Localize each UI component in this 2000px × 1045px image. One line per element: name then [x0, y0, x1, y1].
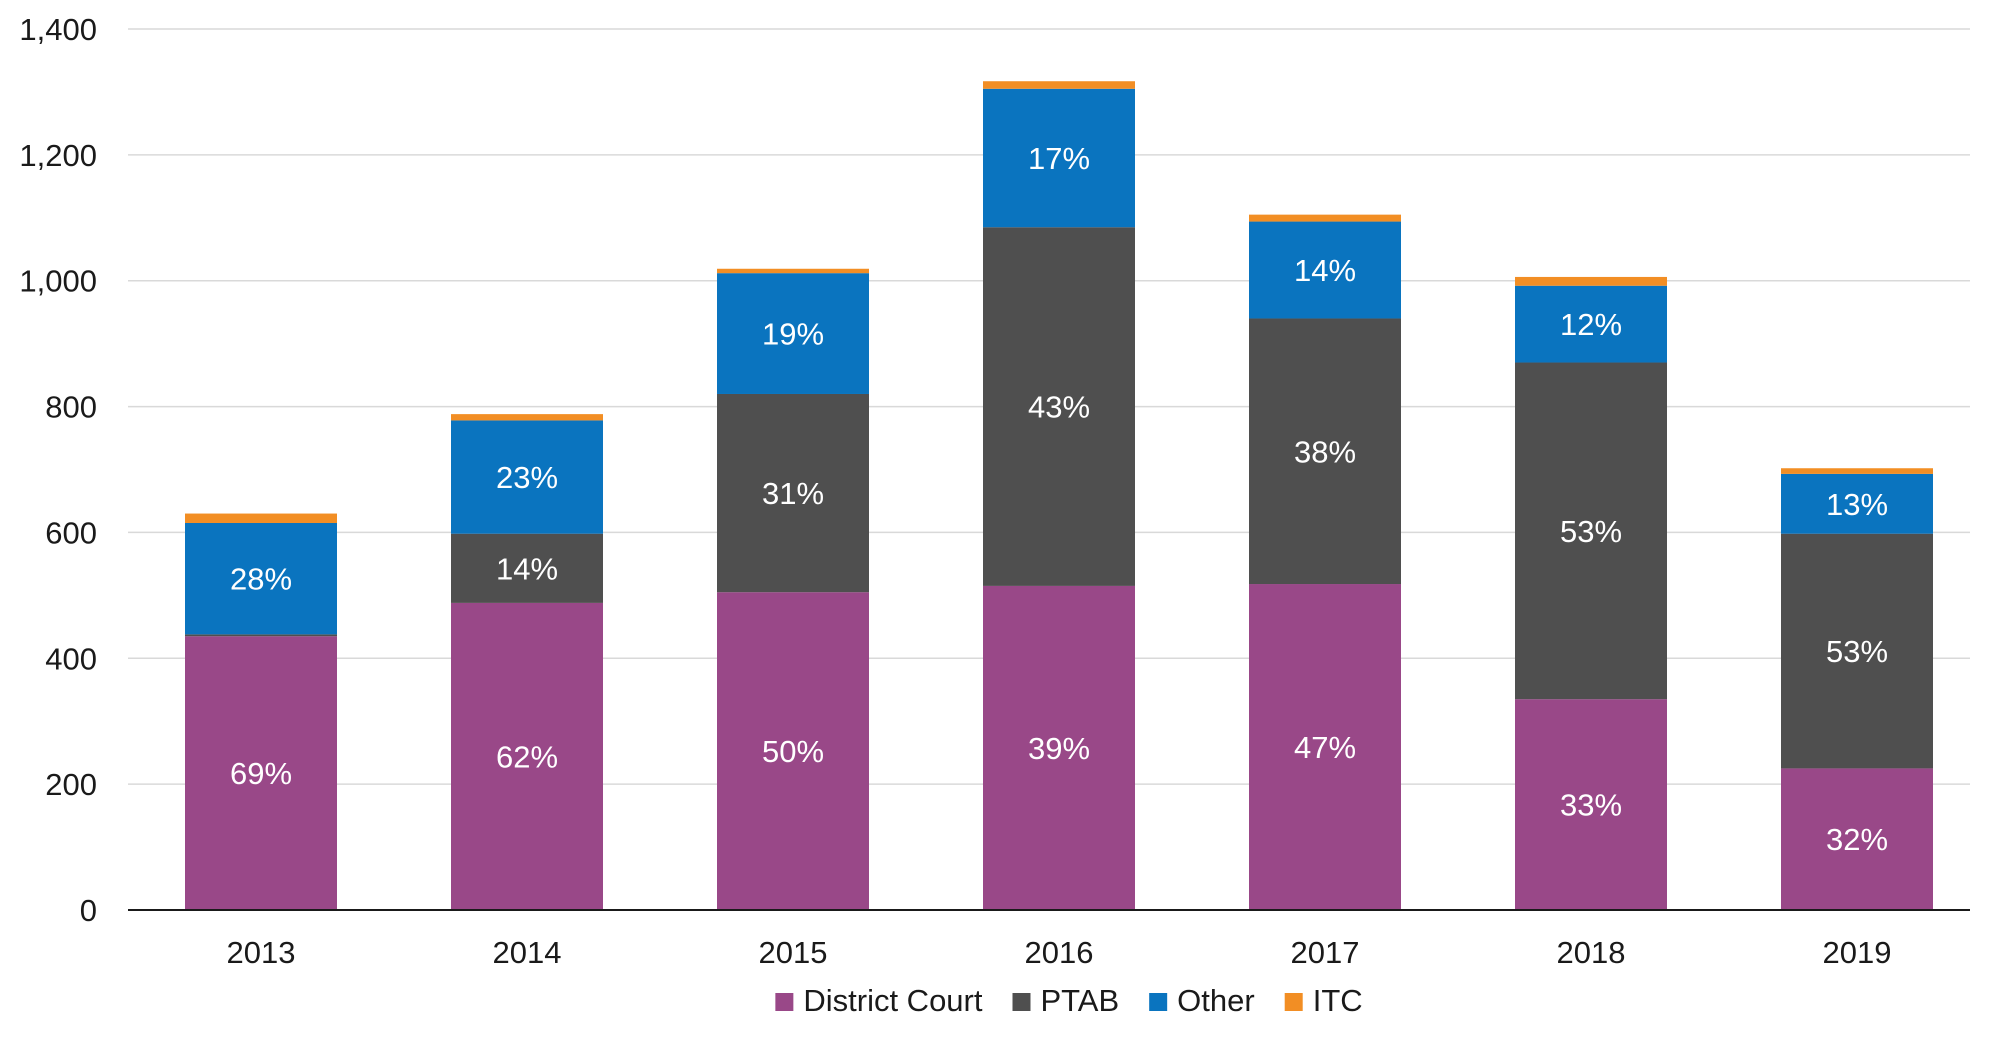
- y-tick-label: 200: [45, 767, 97, 802]
- bar-data-label: 23%: [496, 460, 558, 495]
- y-tick-label: 1,400: [19, 12, 97, 47]
- bar-segment-itc: [717, 269, 869, 273]
- y-tick-label: 400: [45, 641, 97, 676]
- x-tick-label: 2017: [1291, 935, 1360, 970]
- bar-data-label: 14%: [496, 551, 558, 586]
- bar-data-label: 69%: [230, 756, 292, 791]
- legend-label: PTAB: [1041, 983, 1120, 1018]
- bar-segment-itc: [1515, 277, 1667, 286]
- bar-segment-itc: [1781, 468, 1933, 474]
- y-axis-ticks: 0 200 400 600 800 1,000 1,200 1,400: [19, 12, 97, 928]
- x-tick-label: 2019: [1823, 935, 1892, 970]
- legend-item-other: Other: [1149, 983, 1255, 1018]
- bar-data-label: 31%: [762, 476, 824, 511]
- legend-swatch: [1149, 993, 1167, 1011]
- bar-data-label: 53%: [1826, 634, 1888, 669]
- bar-data-label: 28%: [230, 562, 292, 597]
- legend-label: Other: [1177, 983, 1255, 1018]
- bar-data-label: 39%: [1028, 731, 1090, 766]
- bar-data-label: 33%: [1560, 788, 1622, 823]
- legend: District Court PTAB Other ITC: [775, 983, 1362, 1018]
- legend-swatch: [1285, 993, 1303, 1011]
- legend-label: District Court: [803, 983, 983, 1018]
- legend-item-district-court: District Court: [775, 983, 983, 1018]
- x-tick-label: 2016: [1025, 935, 1094, 970]
- bar-segment-itc: [983, 81, 1135, 89]
- bar-data-label: 13%: [1826, 487, 1888, 522]
- y-tick-label: 600: [45, 515, 97, 550]
- bar-data-label: 19%: [762, 317, 824, 352]
- bar-data-label: 12%: [1560, 307, 1622, 342]
- bar-data-label: 47%: [1294, 730, 1356, 765]
- bar-data-label: 43%: [1028, 390, 1090, 425]
- bar-segment-itc: [1249, 215, 1401, 222]
- bar-data-label: 32%: [1826, 822, 1888, 857]
- x-tick-label: 2014: [493, 935, 562, 970]
- x-axis-ticks: 2013 2014 2015 2016 2017 2018 2019: [227, 935, 1892, 970]
- y-tick-label: 1,200: [19, 138, 97, 173]
- y-tick-label: 1,000: [19, 264, 97, 299]
- bar-data-label: 14%: [1294, 253, 1356, 288]
- y-tick-label: 0: [80, 893, 97, 928]
- legend-label: ITC: [1313, 983, 1363, 1018]
- bar-segment-itc: [185, 514, 337, 523]
- bar-data-label: 17%: [1028, 141, 1090, 176]
- bar-data-label: 53%: [1560, 514, 1622, 549]
- bar-segment-ptab: [185, 634, 337, 636]
- bar-data-label: 50%: [762, 734, 824, 769]
- x-tick-label: 2013: [227, 935, 296, 970]
- legend-swatch: [1013, 993, 1031, 1011]
- stacked-bar-chart: 0 200 400 600 800 1,000 1,200 1,400 69% 28% 62% 14…: [0, 0, 2000, 1045]
- legend-item-itc: ITC: [1285, 983, 1363, 1018]
- x-tick-label: 2015: [759, 935, 828, 970]
- y-tick-label: 800: [45, 390, 97, 425]
- legend-swatch: [775, 993, 793, 1011]
- legend-item-ptab: PTAB: [1013, 983, 1120, 1018]
- x-tick-label: 2018: [1557, 935, 1626, 970]
- bar-data-label: 38%: [1294, 434, 1356, 469]
- bar-data-label: 62%: [496, 739, 558, 774]
- bars: [185, 81, 1933, 910]
- chart-container: 0 200 400 600 800 1,000 1,200 1,400 69% 28% 62% 14…: [0, 0, 2000, 1045]
- bar-segment-itc: [451, 414, 603, 420]
